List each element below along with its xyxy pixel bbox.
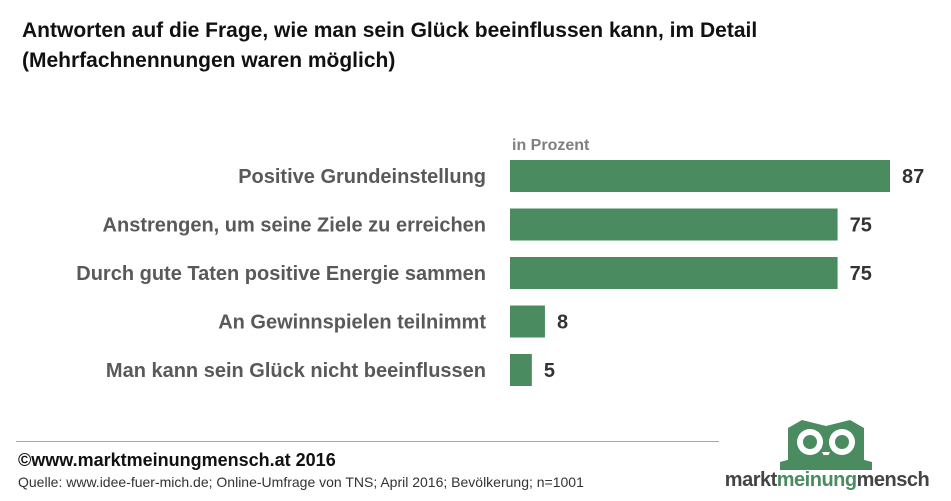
unit-label: in Prozent <box>512 137 590 154</box>
bar-chart: Positive Grundeinstellung 87 Anstrengen, u… <box>76 160 924 386</box>
owl-icon <box>780 420 872 470</box>
category-label: Anstrengen, um seine Ziele zu erreichen <box>103 215 486 237</box>
value-label: 5 <box>544 360 555 382</box>
logo-text-markt: markt <box>724 469 777 491</box>
value-label: 75 <box>850 263 872 285</box>
bar <box>510 354 532 386</box>
value-label: 87 <box>902 166 924 188</box>
copyright: ©www.marktmeinungmensch.at 2016 <box>18 450 336 470</box>
chart-title: Antworten auf die Frage, wie man sein Gl… <box>22 16 922 76</box>
chart-title-line2: (Mehrfachnennungen waren möglich) <box>22 49 396 72</box>
chart-title-line1: Antworten auf die Frage, wie man sein Gl… <box>22 19 758 42</box>
value-label: 8 <box>557 312 568 334</box>
logo-text-meinung: meinung <box>776 469 857 491</box>
logo-wordmark: marktmeinungmensch <box>722 469 932 492</box>
category-label: An Gewinnspielen teilnimmt <box>218 312 486 334</box>
bar <box>510 257 838 289</box>
category-label: Man kann sein Glück nicht beeinflussen <box>106 360 486 382</box>
category-label: Durch gute Taten positive Energie sammen <box>76 263 486 285</box>
brand-logo: marktmeinungmensch <box>722 418 932 496</box>
bar <box>510 160 890 192</box>
category-label: Positive Grundeinstellung <box>238 166 486 188</box>
value-label: 75 <box>850 215 872 237</box>
bar <box>510 208 838 241</box>
source-note: Quelle: www.idee-fuer-mich.de; Online-Um… <box>18 474 584 490</box>
bar <box>510 305 545 338</box>
divider <box>16 441 719 442</box>
logo-text-mensch: mensch <box>856 469 930 491</box>
